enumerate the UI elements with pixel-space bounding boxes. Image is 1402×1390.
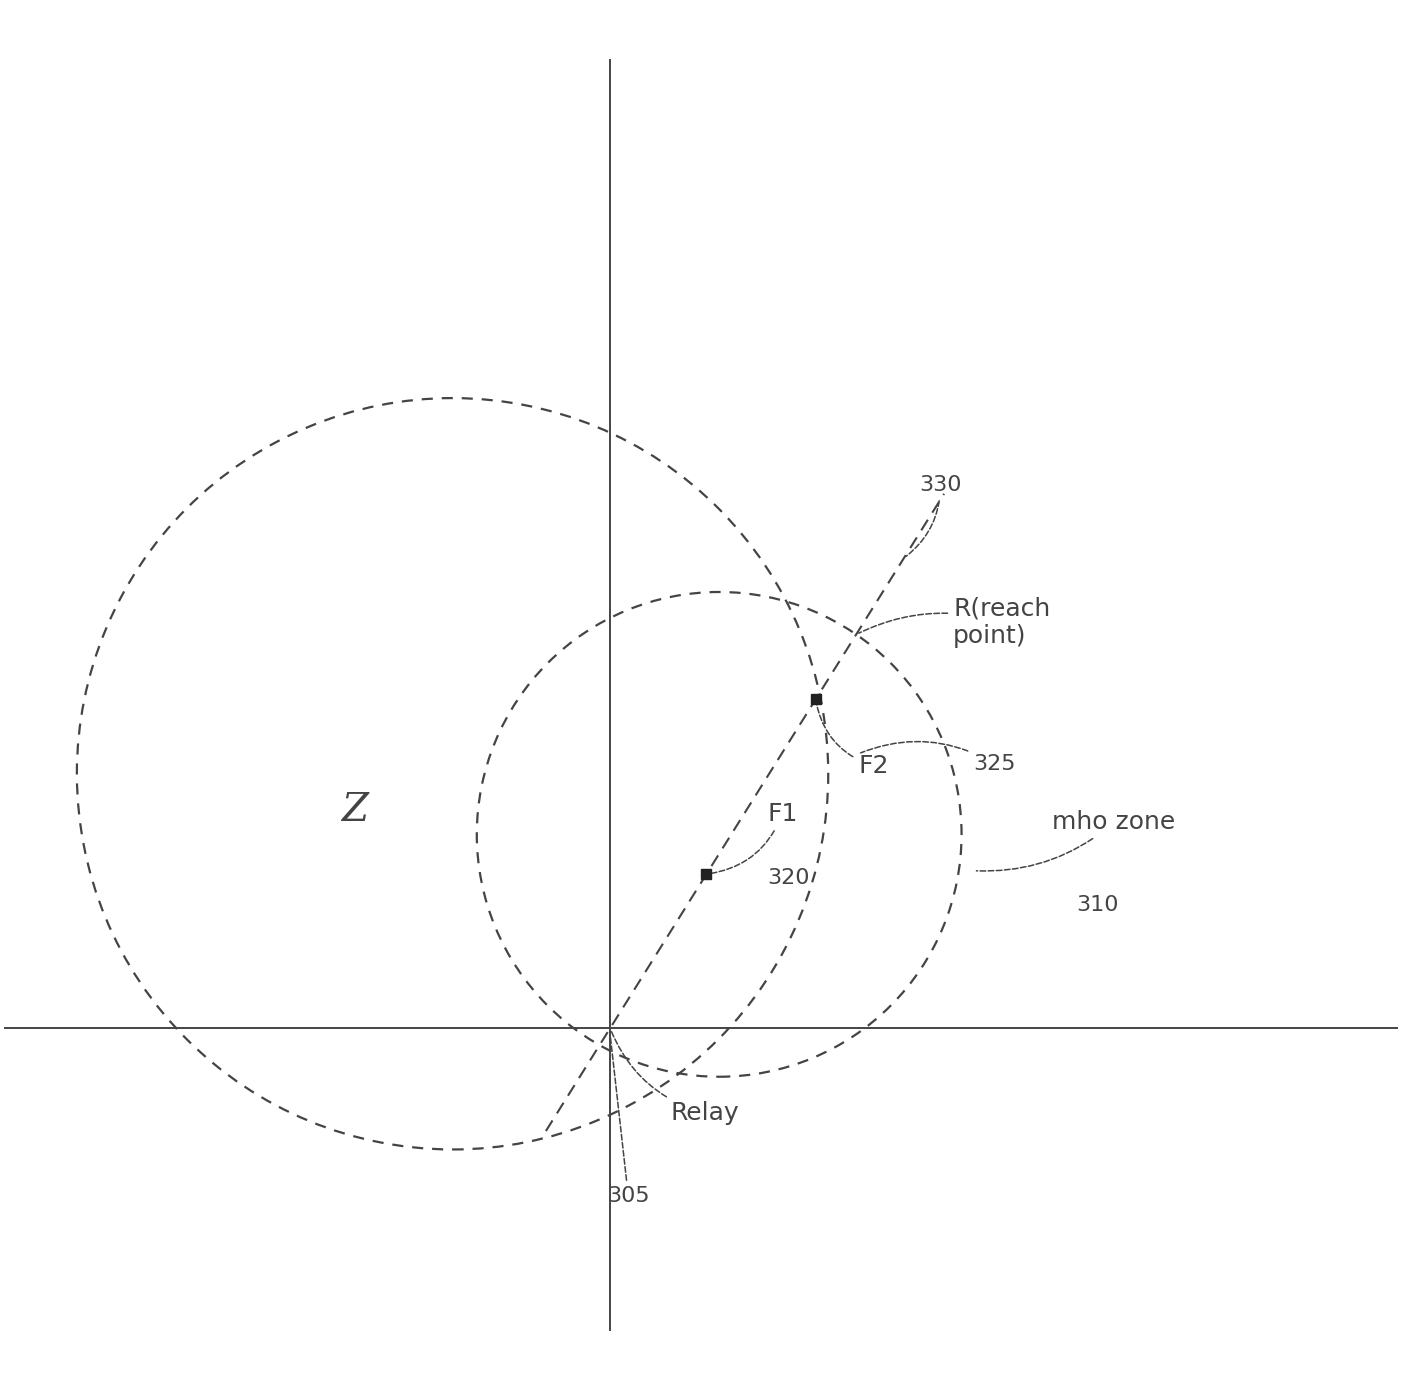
Text: F2: F2	[816, 702, 889, 778]
Text: 330: 330	[906, 475, 962, 556]
Text: R(reach
point): R(reach point)	[858, 596, 1050, 648]
Text: Relay: Relay	[611, 1031, 739, 1125]
Text: 310: 310	[1077, 895, 1119, 915]
Text: 305: 305	[607, 1037, 649, 1205]
Text: mho zone: mho zone	[976, 810, 1176, 872]
Text: 325: 325	[861, 741, 1015, 774]
Text: Z: Z	[342, 792, 369, 828]
Text: F1: F1	[709, 802, 798, 874]
Text: 320: 320	[767, 867, 809, 888]
